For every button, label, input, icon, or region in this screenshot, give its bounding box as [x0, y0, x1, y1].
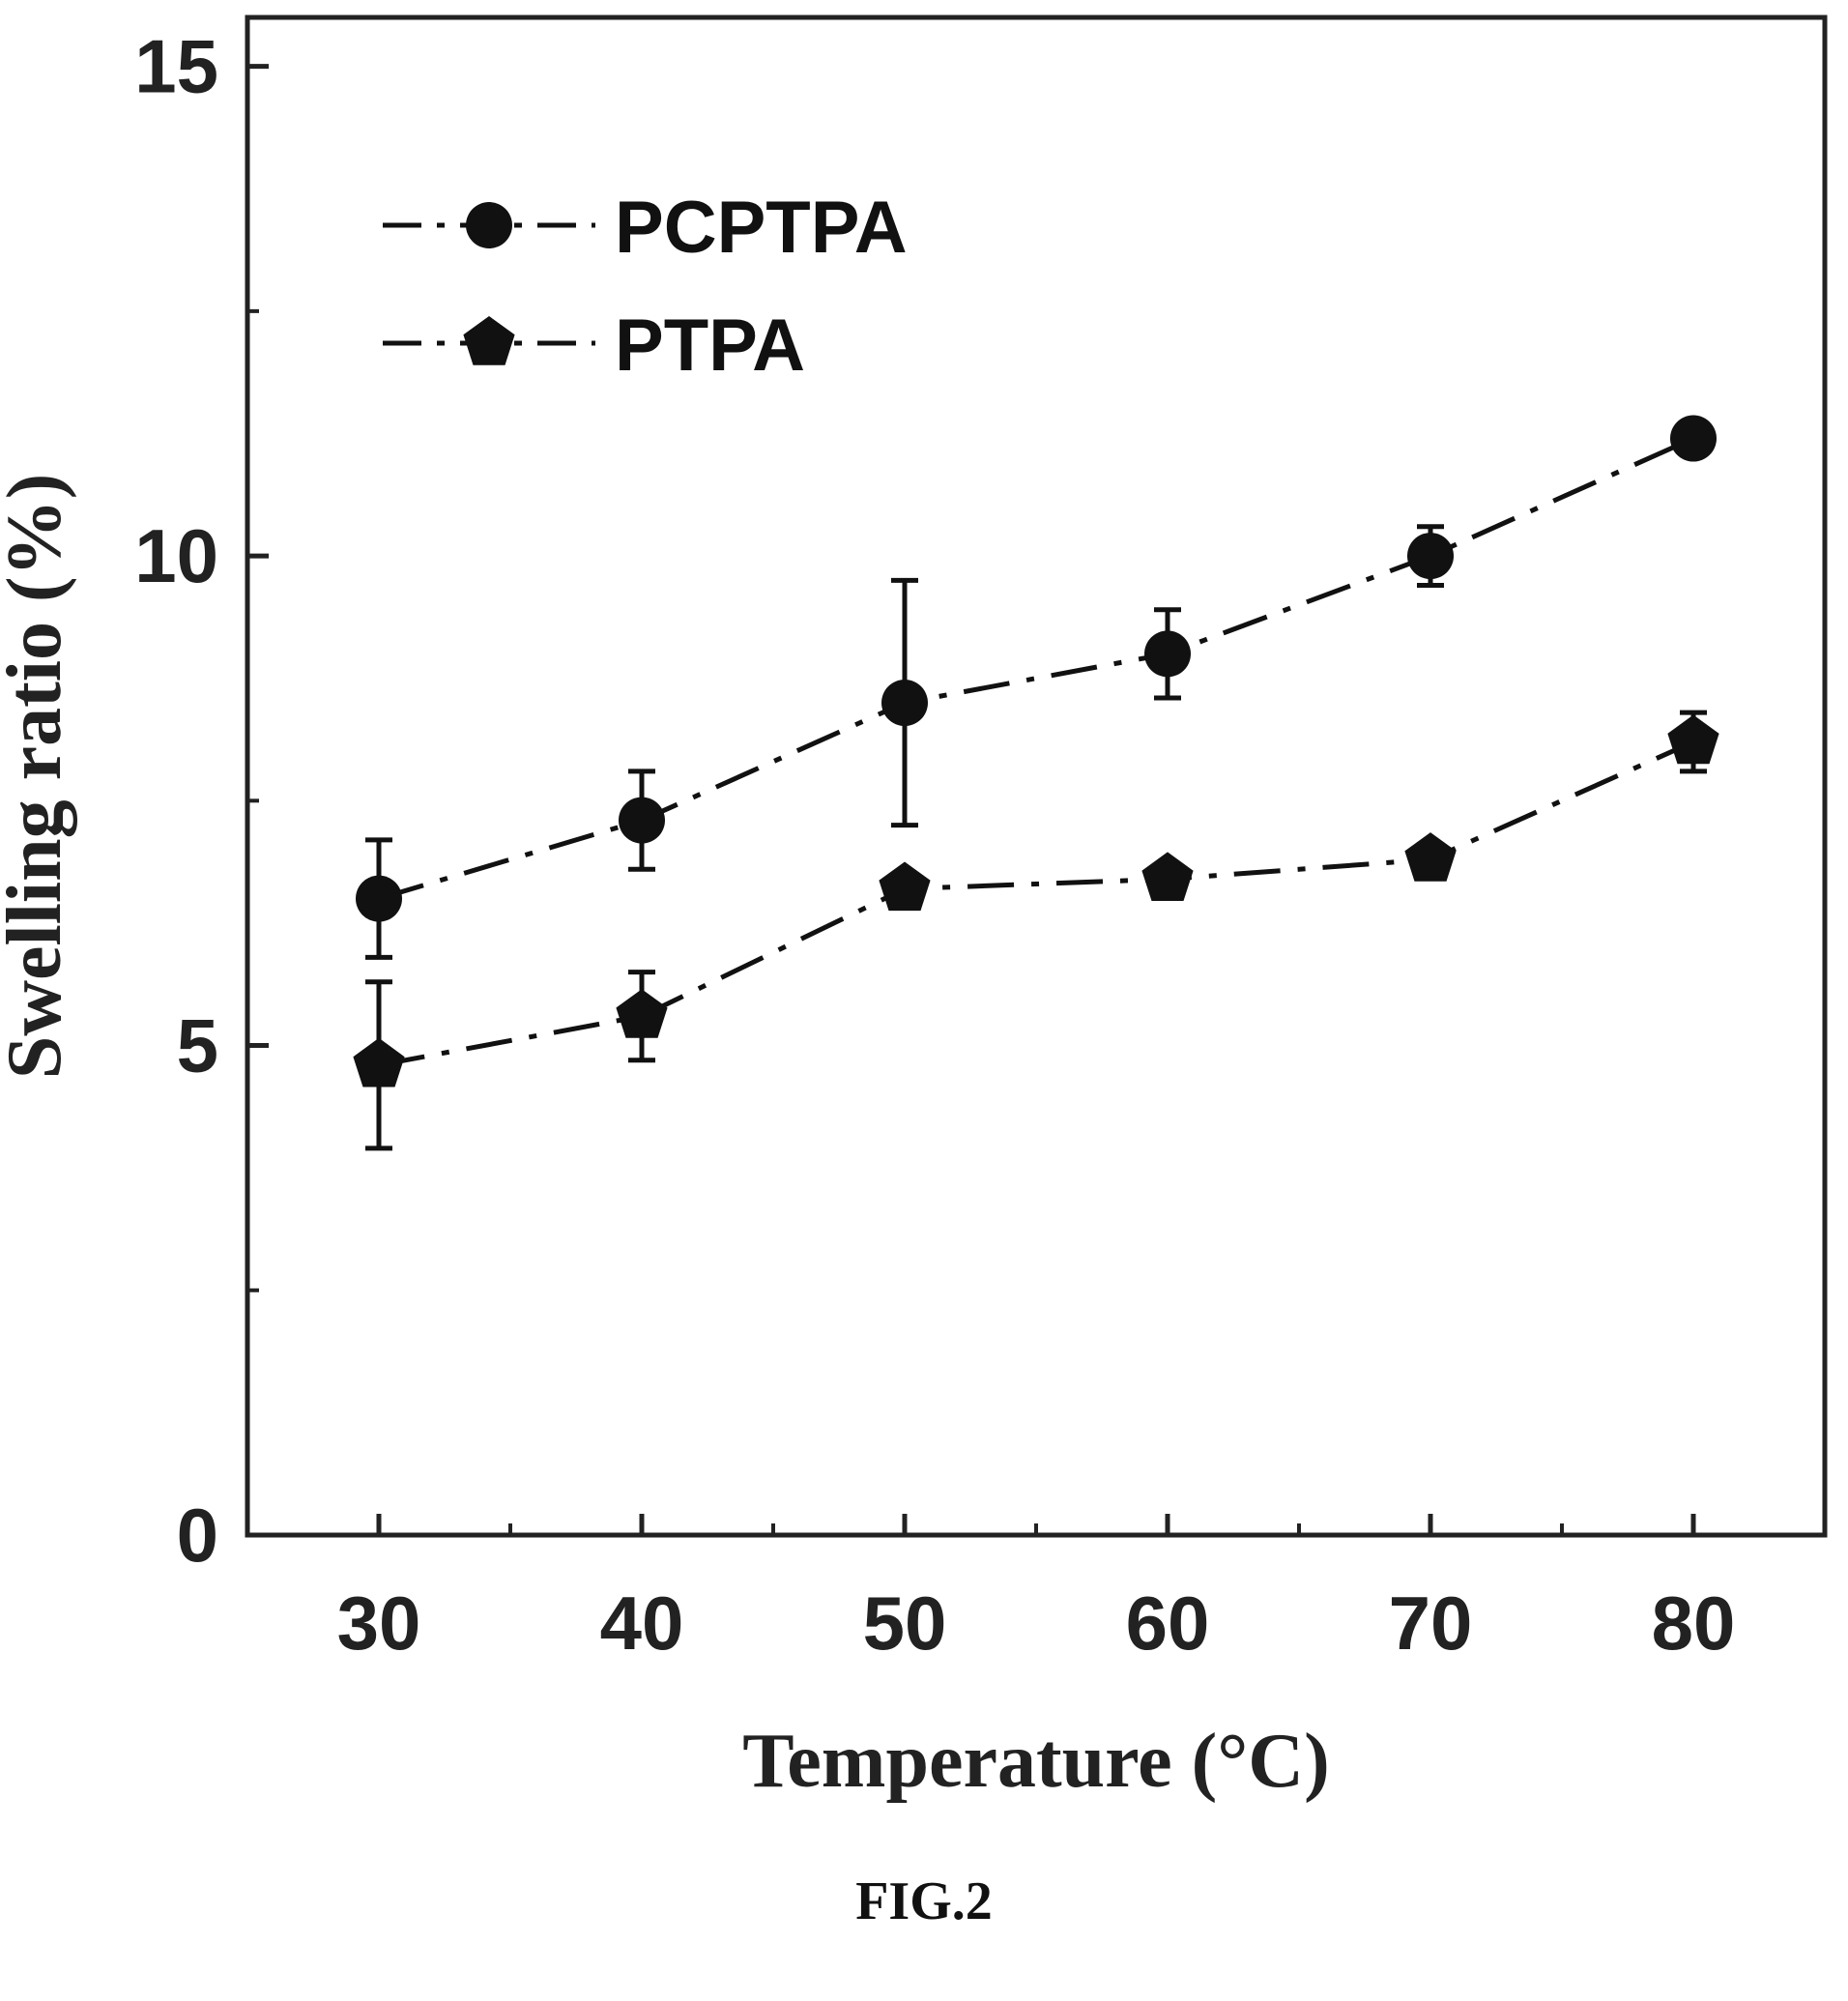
- legend-marker-ptpa: [463, 316, 515, 365]
- x-tick-label: 50: [863, 1580, 947, 1666]
- y-tick-label: 0: [177, 1493, 218, 1578]
- pcptpa-point: [881, 680, 928, 727]
- ptpa-point: [1667, 714, 1719, 765]
- ptpa-line: [378, 740, 1695, 1068]
- ptpa-point: [1141, 852, 1194, 901]
- legend: PCPTPA PTPA: [383, 187, 908, 387]
- chart: 0 5 10 15 30 40 50 60 70 80 PCPTPA PTPA Temperatur…: [0, 14, 1828, 1804]
- pcptpa-point: [1407, 533, 1454, 580]
- pcptpa-point: [1144, 630, 1191, 678]
- axes: 0 5 10 15 30 40 50 60 70 80: [134, 14, 1828, 1666]
- figure-caption: FIG.2: [855, 1871, 993, 1931]
- error-bars: [365, 420, 1707, 1151]
- pcptpa-point: [1670, 415, 1717, 462]
- pcptpa-point: [356, 875, 402, 922]
- legend-marker-pcptpa: [466, 202, 512, 248]
- ptpa-point: [616, 989, 668, 1038]
- x-tick-label: 60: [1126, 1580, 1210, 1666]
- pcptpa-point: [619, 797, 665, 844]
- y-tick-label: 10: [134, 513, 218, 598]
- ptpa-point: [353, 1037, 405, 1088]
- x-tick-label: 80: [1652, 1580, 1736, 1666]
- y-tick-label: 15: [134, 24, 218, 109]
- ptpa-point: [1404, 832, 1457, 882]
- ptpa-point: [879, 861, 931, 912]
- x-axis-title: Temperature (°C): [742, 1719, 1329, 1804]
- x-tick-label: 30: [337, 1580, 421, 1666]
- series-lines: [378, 436, 1695, 1068]
- pcptpa-line: [378, 436, 1695, 901]
- x-tick-label: 40: [600, 1580, 684, 1666]
- legend-label-ptpa: PTPA: [615, 304, 805, 387]
- y-axis-title: Swelling ratio (%): [0, 474, 77, 1080]
- x-tick-label: 70: [1389, 1580, 1473, 1666]
- legend-label-pcptpa: PCPTPA: [615, 187, 908, 269]
- y-tick-label: 5: [177, 1003, 218, 1088]
- data-markers: [353, 415, 1719, 1088]
